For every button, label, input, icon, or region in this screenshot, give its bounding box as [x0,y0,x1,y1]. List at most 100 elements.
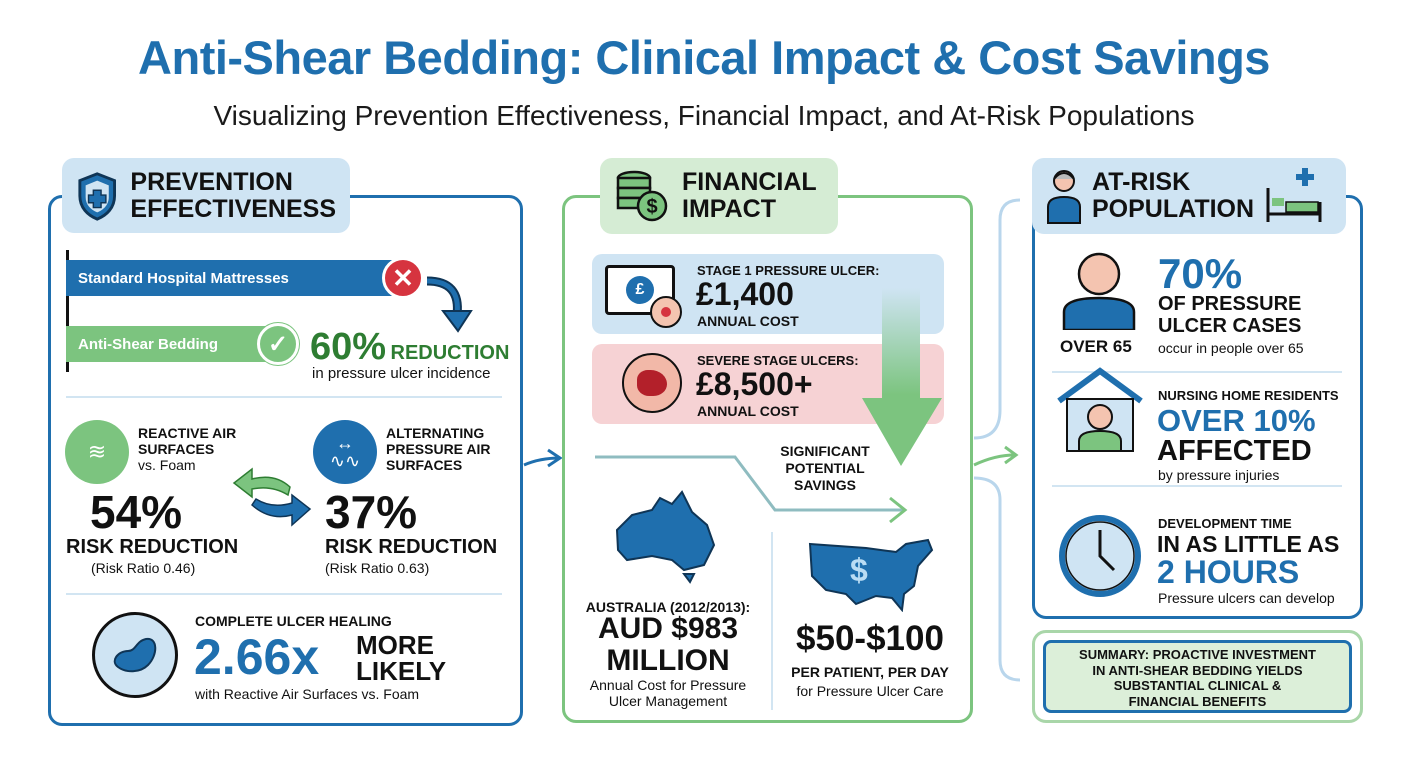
alternating-l2: PRESSURE AIR [386,441,491,457]
reactive-risk-label: RISK REDUCTION [66,536,239,558]
coins-dollar-icon: $ [616,170,668,222]
reduction-label: REDUCTION [390,342,510,364]
healing-value: 2.66x [194,629,320,685]
reactive-label: REACTIVE AIR SURFACES vs. Foam [138,425,236,473]
reactive-value: 54% [90,486,183,538]
shield-icon [78,171,116,221]
bar-axis [66,250,69,372]
page-subtitle: Visualizing Prevention Effectiveness, Fi… [213,100,1195,131]
alternating-risk-label: RISK REDUCTION [325,536,498,558]
alternating-value: 37% [325,486,418,538]
more: MORE [356,630,434,660]
age-l1: OF PRESSURE [1158,293,1302,315]
prevention-heading: PREVENTION [130,167,293,196]
age-value: 70% [1158,250,1243,297]
alternating-l3: SURFACES [386,457,463,473]
nursing-label: NURSING HOME RESIDENTS [1158,388,1339,403]
curved-down-arrow-icon [426,276,473,333]
page-title: Anti-Shear Bedding: Clinical Impact & Co… [138,31,1270,84]
bar-anti-shear: Anti-Shear Bedding [66,326,273,362]
age-label: OF PRESSURE ULCER CASES [1158,293,1301,337]
savings-label: SIGNIFICANT POTENTIAL SAVINGS [760,443,890,494]
clock-icon [1059,515,1141,597]
usa-label: PER PATIENT, PER DAY [791,664,949,680]
time-l1: IN AS LITTLE AS [1157,531,1340,557]
healing-more-likely: MORE LIKELY [356,632,446,684]
financial-heading: FINANCIAL [682,168,817,196]
australia-value-1: AUD $983 [597,612,739,645]
time-value: 2 HOURS [1157,554,1300,590]
stage1-caption: ANNUAL COST [697,313,799,329]
australia-label: AUSTRALIA (2012/2013): [585,599,751,615]
summary-text: SUMMARY: PROACTIVE INVESTMENT IN ANTI-SHE… [1043,640,1352,713]
nursing-affected: AFFECTED [1157,435,1312,467]
time-caption: Pressure ulcers can develop [1158,590,1335,606]
atrisk-heading-2: POPULATION [1092,195,1255,223]
nursing-home-icon [1057,367,1143,452]
reduction-stat: 60% REDUCTION [310,326,509,369]
divider [771,532,773,710]
reactive-ratio: (Risk Ratio 0.46) [91,560,196,576]
bar-standard-mattress: Standard Hospital Mattresses [66,260,396,296]
financial-header: $ FINANCIAL IMPACT [600,158,838,234]
australia-caption-1: Annual Cost for Pressure [589,677,747,693]
savings-l2: POTENTIAL [785,460,865,476]
alternating-label: ALTERNATING PRESSURE AIR SURFACES [386,425,491,473]
summary-l3: SUBSTANTIAL CLINICAL & [1113,678,1282,693]
severe-wound-icon [622,353,682,413]
healing-label: COMPLETE ULCER HEALING [195,613,392,629]
time-label: DEVELOPMENT TIME [1158,516,1292,531]
reduction-value: 60% [310,326,387,368]
likely: LIKELY [356,656,447,686]
reduction-caption: in pressure ulcer incidence [312,365,491,382]
atrisk-heading: AT-RISK [1092,168,1191,196]
australia-caption: Annual Cost for Pressure Ulcer Management [568,677,768,709]
x-icon: ✕ [382,257,424,299]
savings-l1: SIGNIFICANT [780,443,870,459]
summary-l4: FINANCIAL BENEFITS [1128,693,1267,709]
nursing-caption: by pressure injuries [1158,467,1280,483]
dollar-sign: $ [850,552,868,588]
severe-label: SEVERE STAGE ULCERS: [697,353,859,368]
savings-down-arrow-icon [862,288,942,466]
alternating-ratio: (Risk Ratio 0.63) [325,560,430,576]
australia-caption-2: Ulcer Management [608,693,728,709]
skin-lesion-icon [650,296,682,328]
nursing-value: OVER 10% [1157,403,1316,438]
divider [66,593,502,595]
alternating-pressure-icon: ↔ ∿∿ [313,420,377,484]
usa-value: $50-$100 [796,619,944,658]
reactive-air-icon: ≋ [65,420,129,484]
prevention-heading-2: EFFECTIVENESS [130,194,336,223]
atrisk-header: AT-RISK POPULATION [1032,158,1346,234]
reactive-l3: vs. Foam [138,457,196,473]
usa-caption: for Pressure Ulcer Care [796,683,944,699]
healing-caption: with Reactive Air Surfaces vs. Foam [195,686,420,702]
australia-value-2: MILLION [606,644,730,677]
stage1-label: STAGE 1 PRESSURE ULCER: [697,263,880,278]
prevention-header: PREVENTION EFFECTIVENESS [62,158,350,233]
savings-l3: SAVINGS [794,477,856,493]
usa-map-icon: $ [806,536,936,613]
severe-value: £8,500+ [696,366,813,402]
divider [1052,485,1342,487]
divider [66,396,502,398]
divider [1052,371,1342,373]
severe-caption: ANNUAL COST [697,403,799,419]
over-65-label: OVER 65 [1060,337,1132,356]
exchange-arrows-icon [232,467,312,527]
reactive-l2: SURFACES [138,441,215,457]
svg-text:$: $ [646,196,657,218]
financial-heading-2: IMPACT [682,195,776,223]
elderly-woman-icon [1047,170,1081,224]
australia-map-icon [615,490,716,584]
alternating-l1: ALTERNATING [386,425,485,441]
summary-box: SUMMARY: PROACTIVE INVESTMENT IN ANTI-SHE… [1032,630,1363,723]
age-caption: occur in people over 65 [1158,340,1304,356]
hospital-bed-icon [1266,168,1322,222]
wound-healing-icon [92,612,178,698]
check-icon: ✓ [257,323,299,365]
summary-l2: IN ANTI-SHEAR BEDDING YIELDS [1092,662,1303,678]
savings-arrow-line [595,455,905,512]
